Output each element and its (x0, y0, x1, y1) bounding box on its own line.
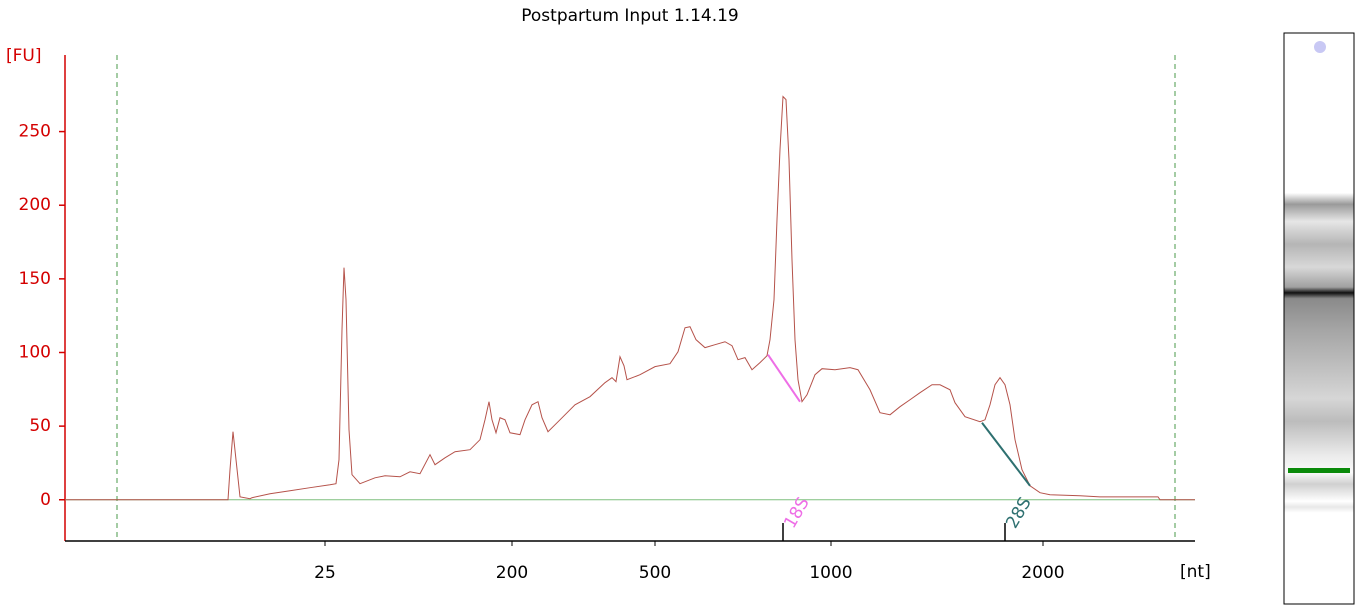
gel-lane-box (1283, 32, 1355, 605)
gel-spot (1314, 41, 1326, 53)
x-tick-label: 1000 (809, 563, 852, 583)
x-axis-label: [nt] (1180, 562, 1211, 582)
y-tick-label: 150 (19, 269, 51, 289)
y-tick-label: 200 (19, 195, 51, 215)
y-tick-label: 250 (19, 122, 51, 142)
x-tick-label: 2000 (1021, 563, 1064, 583)
trace (65, 95, 1195, 501)
y-tick-label: 0 (40, 490, 51, 510)
chart-title: Postpartum Input 1.14.19 (521, 6, 738, 26)
y-tick-label: 50 (29, 416, 51, 436)
x-tick-label: 25 (314, 563, 336, 583)
y-axis-label: [FU] (6, 46, 42, 66)
x-tick-label: 200 (496, 563, 528, 583)
gel-marker-band (1288, 468, 1350, 473)
peak-baseline (767, 354, 801, 403)
y-tick-label: 100 (19, 342, 51, 362)
gel-lane (1283, 32, 1355, 605)
x-tick-label: 500 (639, 563, 671, 583)
peak-baseline (981, 422, 1031, 487)
